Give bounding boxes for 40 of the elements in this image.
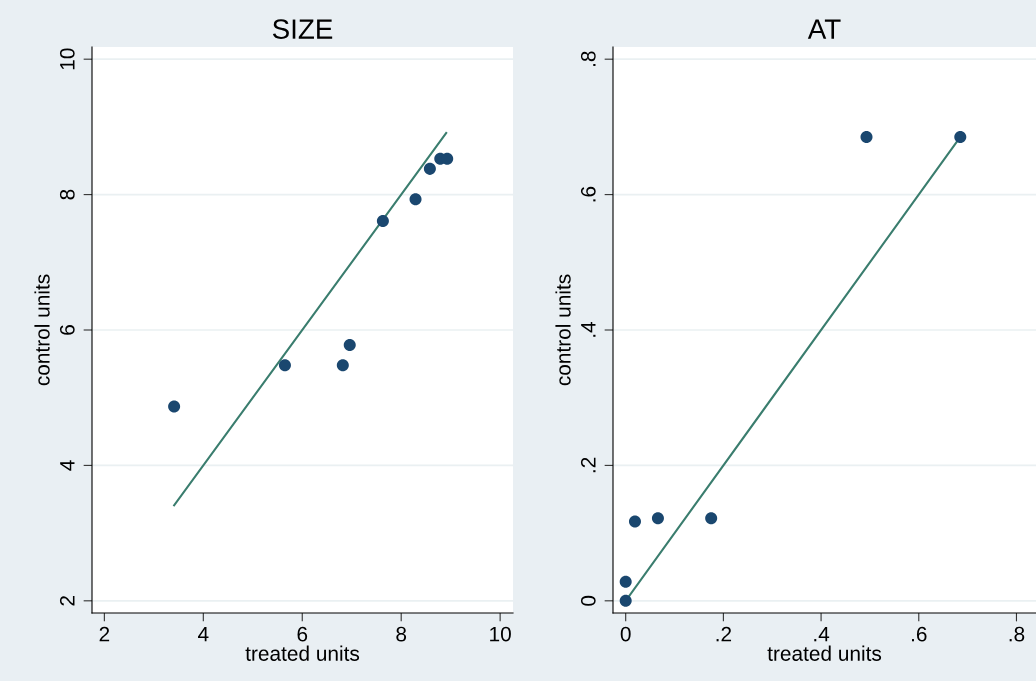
- point: [705, 512, 718, 525]
- x-tick-label: .6: [911, 626, 927, 642]
- x-tick-label: 4: [198, 626, 209, 642]
- y-tick-label: .8: [580, 51, 596, 66]
- y-axis-title: control units: [34, 274, 50, 386]
- x-tick-label: 10: [490, 626, 511, 642]
- y-tick-label: .6: [580, 186, 596, 202]
- chart-title: SIZE: [272, 19, 333, 39]
- y-tick-label: 10: [59, 48, 75, 70]
- point: [336, 359, 349, 372]
- y-tick-label: 2: [59, 596, 75, 606]
- point: [278, 359, 291, 372]
- x-tick-label: 6: [297, 626, 308, 642]
- point: [376, 214, 389, 228]
- x-tick-label: 8: [396, 626, 407, 642]
- point: [409, 193, 422, 206]
- point: [423, 162, 436, 175]
- point: [628, 515, 641, 528]
- point: [619, 575, 632, 588]
- point: [651, 512, 664, 525]
- x-tick-label: .8: [1009, 626, 1025, 642]
- y-tick-label: .2: [580, 457, 596, 473]
- point: [954, 131, 967, 144]
- point: [619, 594, 632, 607]
- x-axis-title: treated units: [245, 645, 360, 661]
- point: [168, 400, 181, 413]
- x-tick-label: .4: [814, 626, 830, 642]
- x-tick-label: 0: [620, 626, 631, 642]
- y-axis-title: control units: [555, 274, 571, 386]
- y-tick-label: 4: [60, 460, 75, 471]
- x-axis-title: treated units: [767, 645, 882, 661]
- y-tick-label: .4: [581, 321, 596, 337]
- point: [860, 131, 873, 144]
- y-tick-label: 8: [59, 189, 75, 200]
- y-tick-label: 0: [580, 595, 596, 606]
- y-tick-label: 6: [59, 325, 75, 335]
- x-tick-label: .2: [716, 626, 732, 642]
- point: [343, 338, 356, 351]
- chart-title: AT: [807, 19, 841, 39]
- x-tick-label: 2: [99, 626, 110, 642]
